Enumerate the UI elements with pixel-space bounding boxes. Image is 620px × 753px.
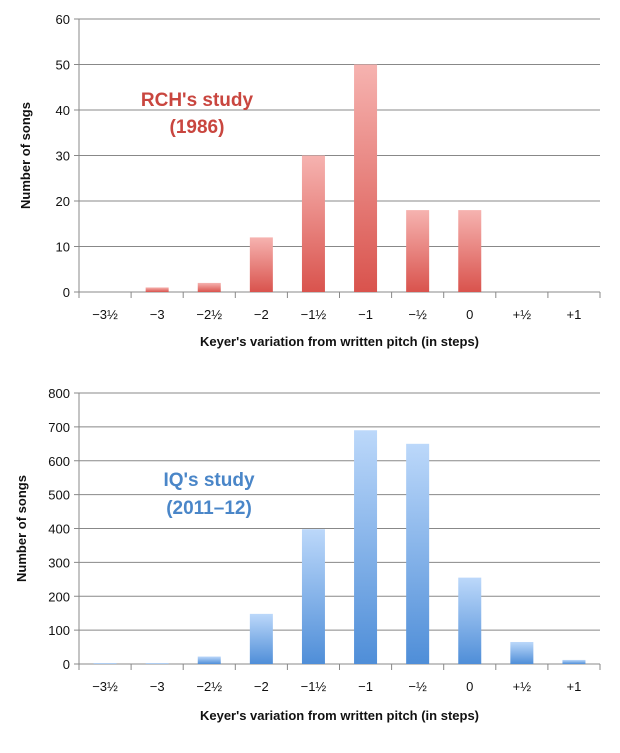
study-annotation: (2011–12)	[166, 498, 252, 519]
bar	[249, 237, 273, 292]
y-tick-label: 10	[56, 240, 70, 255]
x-tick-label: −1	[358, 307, 373, 322]
bar	[197, 656, 221, 664]
x-tick-label: +½	[513, 307, 532, 322]
bar	[145, 287, 169, 292]
x-tick-label: −3½	[92, 679, 118, 694]
y-tick-label: 500	[48, 488, 70, 503]
x-tick-label: −2½	[196, 307, 222, 322]
bar	[301, 155, 325, 292]
bar	[406, 210, 430, 292]
y-tick-label: 40	[56, 103, 70, 118]
chart-1: 0 10 20 30 40 50 60 −3½ −3 −2½ −2 −1½ −1 −½ 0 +½ +1 Keyer…	[18, 12, 601, 349]
y-axis-title: Number of songs	[14, 475, 29, 582]
study-annotation: IQ's study	[163, 470, 255, 491]
y-tick-label: 200	[48, 589, 70, 604]
x-tick-label: −2	[254, 307, 269, 322]
y-tick-label: 700	[48, 420, 70, 435]
y-tick-label: 300	[48, 555, 70, 570]
bar	[93, 663, 117, 664]
x-tick-label: −½	[408, 307, 427, 322]
x-tick-label: 0	[466, 307, 473, 322]
bar	[562, 659, 586, 664]
y-axis-title: Number of songs	[18, 102, 33, 209]
bar	[458, 577, 482, 664]
x-tick-label: −3	[150, 307, 165, 322]
x-tick-label: −1	[358, 679, 373, 694]
x-tick-label: −2	[254, 679, 269, 694]
x-axis-title: Keyer's variation from written pitch (in…	[200, 334, 479, 349]
y-tick-label: 50	[56, 58, 70, 73]
chart-2: 0 100 200 300 400 500 600 700 800 −3½ −3 −2½ −2 −1½ −1…	[14, 386, 601, 723]
bar	[249, 613, 273, 664]
x-tick-label: −2½	[196, 679, 222, 694]
bar	[510, 641, 534, 664]
y-tick-label: 600	[48, 454, 70, 469]
x-tick-label: −1½	[301, 307, 327, 322]
bar	[354, 64, 378, 292]
bar	[301, 529, 325, 664]
x-tick-label: 0	[466, 679, 473, 694]
bar	[354, 430, 378, 664]
y-tick-label: 0	[63, 285, 70, 300]
study-annotation: (1986)	[170, 117, 225, 138]
x-tick-label: −½	[408, 679, 427, 694]
y-tick-label: 100	[48, 623, 70, 638]
y-tick-label: 60	[56, 12, 70, 27]
y-tick-label: 0	[63, 657, 70, 672]
y-tick-label: 800	[48, 386, 70, 401]
y-tick-label: 400	[48, 522, 70, 537]
x-tick-label: −3½	[92, 307, 118, 322]
bar	[406, 443, 430, 664]
x-tick-label: −3	[150, 679, 165, 694]
x-tick-label: +½	[513, 679, 532, 694]
y-tick-label: 20	[56, 194, 70, 209]
bar	[197, 282, 221, 292]
x-tick-label: +1	[567, 307, 582, 322]
study-annotation: RCH's study	[141, 90, 254, 111]
bar	[145, 663, 169, 664]
x-tick-label: +1	[567, 679, 582, 694]
bar	[458, 210, 482, 292]
x-axis-title: Keyer's variation from written pitch (in…	[200, 708, 479, 723]
x-tick-label: −1½	[301, 679, 327, 694]
y-tick-label: 30	[56, 149, 70, 164]
